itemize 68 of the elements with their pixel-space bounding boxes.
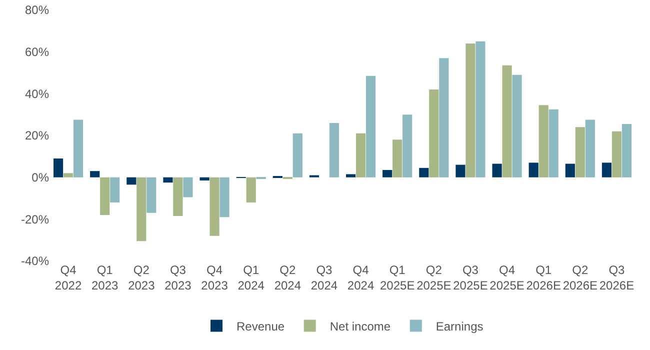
x-tick-label: Q2 2025E: [416, 263, 452, 293]
x-tick-label: Q3 2024: [310, 263, 338, 293]
bar: [492, 164, 502, 178]
bar: [602, 162, 612, 178]
bar: [146, 177, 156, 213]
bar: [538, 105, 548, 178]
bar: [476, 41, 486, 178]
bar: [456, 164, 466, 178]
bar: [90, 171, 100, 178]
y-tick-label: -20%: [20, 212, 50, 226]
bar: [402, 114, 412, 178]
x-tick-label: Q4 2022: [54, 263, 82, 293]
bar: [246, 177, 256, 202]
legend-label: Revenue: [236, 319, 285, 334]
x-tick-label: Q2 2026E: [562, 263, 598, 293]
bar: [63, 173, 74, 178]
x-tick-label: Q1 2026E: [526, 263, 561, 293]
x-tick-label: Q3 2023: [164, 263, 192, 293]
x-tick-label: Q2 2023: [128, 263, 156, 293]
bar: [163, 177, 173, 183]
bar: [110, 177, 120, 202]
bar: [136, 177, 146, 242]
bar: [612, 131, 622, 178]
bar: [356, 133, 366, 178]
bar: [210, 177, 220, 236]
y-tick-label: -40%: [20, 254, 50, 268]
x-tick-label: Q1 2025E: [380, 263, 415, 293]
bar: [565, 164, 575, 178]
x-tick-label: Q3 2026E: [599, 263, 634, 293]
bar: [439, 58, 449, 178]
x-tick-label: Q1 2024: [238, 263, 265, 293]
bar: [622, 124, 632, 178]
bar: [429, 89, 439, 178]
bar: [585, 120, 595, 178]
y-tick-label: 60%: [24, 45, 50, 60]
bar: [502, 65, 512, 178]
x-tick-label: Q4 2023: [201, 263, 228, 293]
y-tick-label: 80%: [24, 3, 50, 18]
bar: [53, 158, 64, 178]
bar: [366, 76, 376, 178]
bar: [419, 168, 429, 178]
bar: [392, 140, 402, 178]
legend-label: Net income: [330, 319, 391, 334]
x-tick-label: Q2 2024: [274, 263, 302, 293]
bar: [382, 170, 392, 178]
bar: [73, 120, 84, 178]
bar: [512, 74, 522, 178]
bar: [346, 174, 356, 178]
bar: [548, 109, 558, 178]
x-tick-label: Q4 2025E: [490, 263, 524, 293]
x-tick-label: Q1 2023: [91, 263, 119, 293]
bar: [528, 162, 538, 178]
bar: [183, 177, 193, 198]
bar: [173, 177, 183, 216]
bar: [200, 177, 210, 180]
legend-label: Earnings: [436, 319, 484, 334]
x-tick-label: Q4 2024: [347, 263, 374, 293]
bar: [466, 43, 476, 178]
y-tick-label: 20%: [24, 128, 50, 143]
x-tick-label: Q3 2025E: [453, 263, 488, 293]
bar: [100, 177, 110, 215]
y-tick-label: 40%: [24, 86, 50, 101]
bar: [575, 127, 585, 178]
y-tick-label: 0%: [32, 170, 50, 185]
bar: [126, 177, 136, 185]
bar: [329, 122, 340, 178]
bar: [220, 177, 230, 218]
bar: [292, 133, 302, 178]
